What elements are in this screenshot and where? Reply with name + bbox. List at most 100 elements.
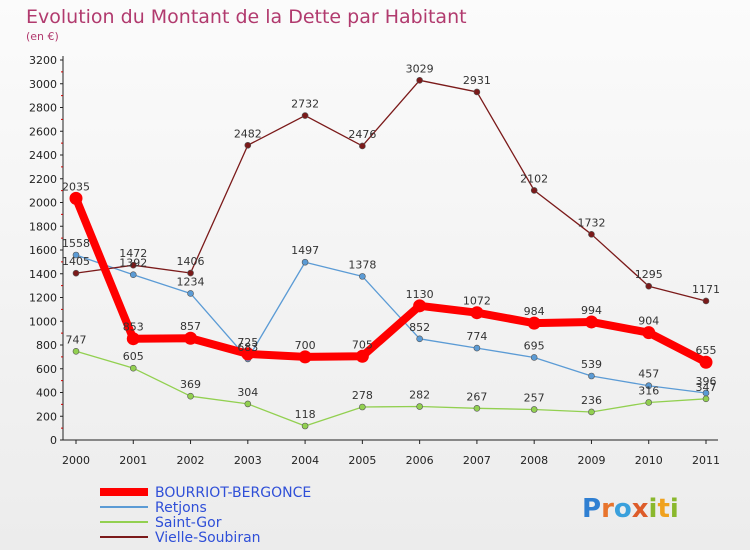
data-point xyxy=(298,350,312,364)
data-point xyxy=(416,77,423,84)
series-line xyxy=(75,350,707,427)
data-label: 1472 xyxy=(119,247,147,260)
data-label: 1405 xyxy=(62,255,90,268)
logo-letter: r xyxy=(601,494,614,524)
data-point xyxy=(588,408,595,416)
data-point xyxy=(72,251,80,259)
data-point xyxy=(527,316,541,330)
data-point xyxy=(699,355,713,369)
data-label: 2732 xyxy=(291,98,319,111)
x-tick-label: 2004 xyxy=(291,454,319,467)
data-label: 1378 xyxy=(348,258,376,271)
data-label: 852 xyxy=(409,321,430,334)
chart-title: Evolution du Montant de la Dette par Hab… xyxy=(26,6,467,28)
data-label: 267 xyxy=(466,390,487,403)
data-point xyxy=(530,354,538,361)
y-tick-label: 1200 xyxy=(29,292,57,305)
data-label: 1732 xyxy=(577,216,605,229)
data-label: 2102 xyxy=(520,172,548,185)
data-label: 3029 xyxy=(406,62,434,75)
data-point xyxy=(642,326,656,340)
data-label: 705 xyxy=(352,338,373,351)
data-label: 774 xyxy=(466,330,487,343)
data-point xyxy=(702,297,710,305)
x-tick-label: 2006 xyxy=(406,454,434,467)
y-tick-label: 800 xyxy=(36,339,57,352)
series-line xyxy=(72,194,710,367)
data-point xyxy=(244,141,252,149)
data-label: 700 xyxy=(295,339,316,352)
data-point xyxy=(416,335,423,343)
data-label: 904 xyxy=(638,315,659,328)
data-label: 304 xyxy=(237,386,258,399)
x-tick-label: 2005 xyxy=(348,454,376,467)
data-point xyxy=(187,392,194,400)
data-label: 1406 xyxy=(177,255,205,268)
x-tick-label: 2008 xyxy=(520,454,548,467)
x-tick-label: 2009 xyxy=(577,454,605,467)
x-tick-label: 2010 xyxy=(635,454,663,467)
data-point xyxy=(244,400,252,408)
data-label: 1392 xyxy=(119,257,147,270)
logo-letter: t xyxy=(657,494,669,524)
x-tick-label: 2001 xyxy=(119,454,147,467)
data-point xyxy=(187,290,194,297)
data-label: 1558 xyxy=(62,237,90,250)
data-label: 984 xyxy=(524,305,545,318)
y-tick-label: 200 xyxy=(36,410,57,423)
data-point xyxy=(530,187,538,194)
series-lines xyxy=(69,77,713,430)
data-point xyxy=(588,231,595,238)
data-label: 2482 xyxy=(234,127,262,140)
data-point xyxy=(416,403,423,410)
data-label: 695 xyxy=(524,339,545,352)
data-label: 747 xyxy=(66,333,87,346)
data-label: 347 xyxy=(696,381,717,394)
data-point xyxy=(359,403,366,411)
data-point xyxy=(473,404,481,412)
data-label: 118 xyxy=(295,408,316,421)
data-point xyxy=(187,269,194,277)
data-point xyxy=(69,191,83,205)
y-tick-label: 400 xyxy=(36,387,57,400)
y-tick-label: 2200 xyxy=(29,173,57,186)
data-point xyxy=(645,382,653,390)
data-point xyxy=(359,273,366,280)
x-tick-label: 2003 xyxy=(234,454,262,467)
y-tick-label: 1800 xyxy=(29,220,57,233)
data-point xyxy=(702,395,710,403)
data-label: 2931 xyxy=(463,74,491,87)
y-tick-label: 3200 xyxy=(29,54,57,67)
legend: BOURRIOT-BERGONCERetjonsSaint-GorVielle-… xyxy=(100,485,311,546)
legend-label: Saint-Gor xyxy=(155,515,222,531)
series-line xyxy=(75,254,707,394)
data-point xyxy=(473,344,481,352)
data-point xyxy=(301,422,309,430)
y-tick-label: 3000 xyxy=(29,78,57,91)
data-label: 369 xyxy=(180,378,201,391)
x-tick-label: 2000 xyxy=(62,454,90,467)
data-point xyxy=(473,88,481,96)
data-label: 1130 xyxy=(406,288,434,301)
data-labels: 1558 1392 1234 683 1497 1378 852 774 695 539 457 39… xyxy=(62,62,720,421)
data-point xyxy=(126,332,140,346)
data-point xyxy=(645,399,653,406)
data-point xyxy=(129,364,137,372)
logo-letter: P xyxy=(582,494,601,524)
data-point xyxy=(584,315,598,329)
data-label: 725 xyxy=(237,336,258,349)
data-point xyxy=(588,372,595,380)
logo-letter: x xyxy=(632,494,649,524)
data-label: 1072 xyxy=(463,295,491,308)
data-label: 683 xyxy=(237,341,258,354)
legend-label: BOURRIOT-BERGONCE xyxy=(155,485,311,501)
data-label: 994 xyxy=(581,304,602,317)
data-label: 1234 xyxy=(177,275,205,288)
data-label: 2476 xyxy=(348,128,376,141)
data-point xyxy=(129,261,137,269)
chart-unit: (en €) xyxy=(26,30,59,43)
data-point xyxy=(530,406,538,413)
y-tick-label: 1600 xyxy=(29,244,57,257)
x-tick-label: 2007 xyxy=(463,454,491,467)
data-point xyxy=(645,282,653,290)
